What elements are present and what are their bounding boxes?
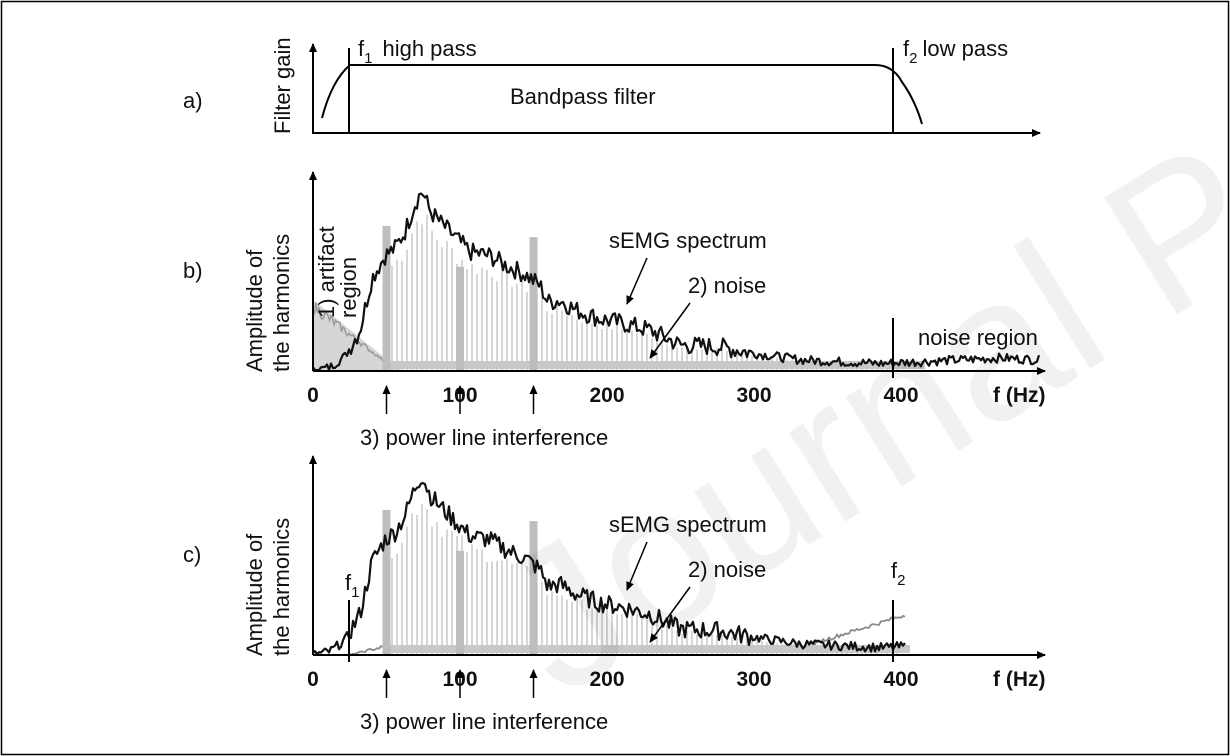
x-tick-label: 200 <box>589 668 624 691</box>
panel-c-x-unit: f (Hz) <box>993 668 1045 691</box>
panel-a-ylabel: Filter gain <box>270 37 295 134</box>
panel-c-power-line-label: 3) power line interference <box>360 709 608 734</box>
power-line-bar <box>529 237 538 371</box>
x-tick-label: 200 <box>589 384 624 407</box>
power-line-bar <box>529 521 538 655</box>
panel-b-letter: b) <box>183 258 203 283</box>
panel-c-letter: c) <box>183 542 201 567</box>
panel-b-ylabel-line1: Amplitude of <box>242 249 267 372</box>
artifact-region-label-line2: region <box>336 257 361 318</box>
panel-c-noise-floor-band <box>390 645 910 653</box>
x-tick-label: 0 <box>307 668 319 691</box>
noise-region-label: noise region <box>918 325 1038 350</box>
panel-b-x-unit: f (Hz) <box>993 384 1045 407</box>
panel-b-spectrum-pointer <box>626 257 648 305</box>
power-line-bar <box>382 509 391 655</box>
power-line-bar <box>456 266 464 371</box>
panel-c-f2-label: f2 <box>891 558 905 589</box>
panel-b-power-line-label: 3) power line interference <box>360 425 608 450</box>
panel-c-ylabel-line2: the harmonics <box>269 518 294 656</box>
panel-a: a) Filter gain f1 high pass f2 low pass Ba… <box>183 36 1041 137</box>
panel-b-noise-label: 2) noise <box>688 273 766 298</box>
panel-a-f1-label: f1 high pass <box>358 36 477 67</box>
bandpass-gain-curve <box>321 64 923 125</box>
panel-b: b) Amplitude of the harmonics 1) artifac… <box>183 171 1046 450</box>
x-tick-label: 0 <box>307 384 319 407</box>
panel-b-ylabel-line2: the harmonics <box>269 234 294 372</box>
x-tick-label: 300 <box>736 384 771 407</box>
panel-c-noise-pointer <box>649 586 691 643</box>
panel-b-semg-spectrum-line <box>312 192 1041 372</box>
panel-b-x-ticks: 0 100 200 300 400 <box>307 384 918 407</box>
panel-a-letter: a) <box>183 88 203 113</box>
panel-c-semg-spectrum-line <box>312 482 906 656</box>
x-tick-label: 400 <box>883 384 918 407</box>
panel-c-f1-label: f1 <box>345 570 359 601</box>
x-tick-label: 300 <box>736 668 771 691</box>
panel-c: c) Amplitude of the harmonics f1 f2 sEMG… <box>183 455 1046 734</box>
panel-b-noise-pointer <box>649 302 691 359</box>
panel-c-spectrum-pointer <box>626 541 648 591</box>
x-tick-label: 400 <box>883 668 918 691</box>
artifact-region-label-line1: 1) artifact <box>314 226 339 318</box>
panel-c-power-line-bars <box>382 509 538 655</box>
power-line-bar <box>382 225 391 371</box>
artifact-region-wedge <box>313 300 400 370</box>
panel-c-ylabel-line1: Amplitude of <box>242 533 267 656</box>
panel-b-power-line-bars <box>382 225 538 371</box>
power-line-bar <box>456 550 464 655</box>
panel-c-power-line-arrows <box>382 669 538 698</box>
panel-b-noise-floor-band <box>390 361 925 369</box>
panel-c-noise-label: 2) noise <box>688 557 766 582</box>
panel-b-power-line-arrows <box>382 385 538 414</box>
bandpass-filter-label: Bandpass filter <box>510 84 656 109</box>
artifact-noise-trace <box>312 302 392 367</box>
panel-b-spectrum-label: sEMG spectrum <box>609 228 767 253</box>
panel-c-x-ticks: 0 100 200 300 400 <box>307 668 918 691</box>
panel-a-f2-label: f2 low pass <box>903 36 1008 67</box>
panel-c-spectrum-label: sEMG spectrum <box>609 512 767 537</box>
